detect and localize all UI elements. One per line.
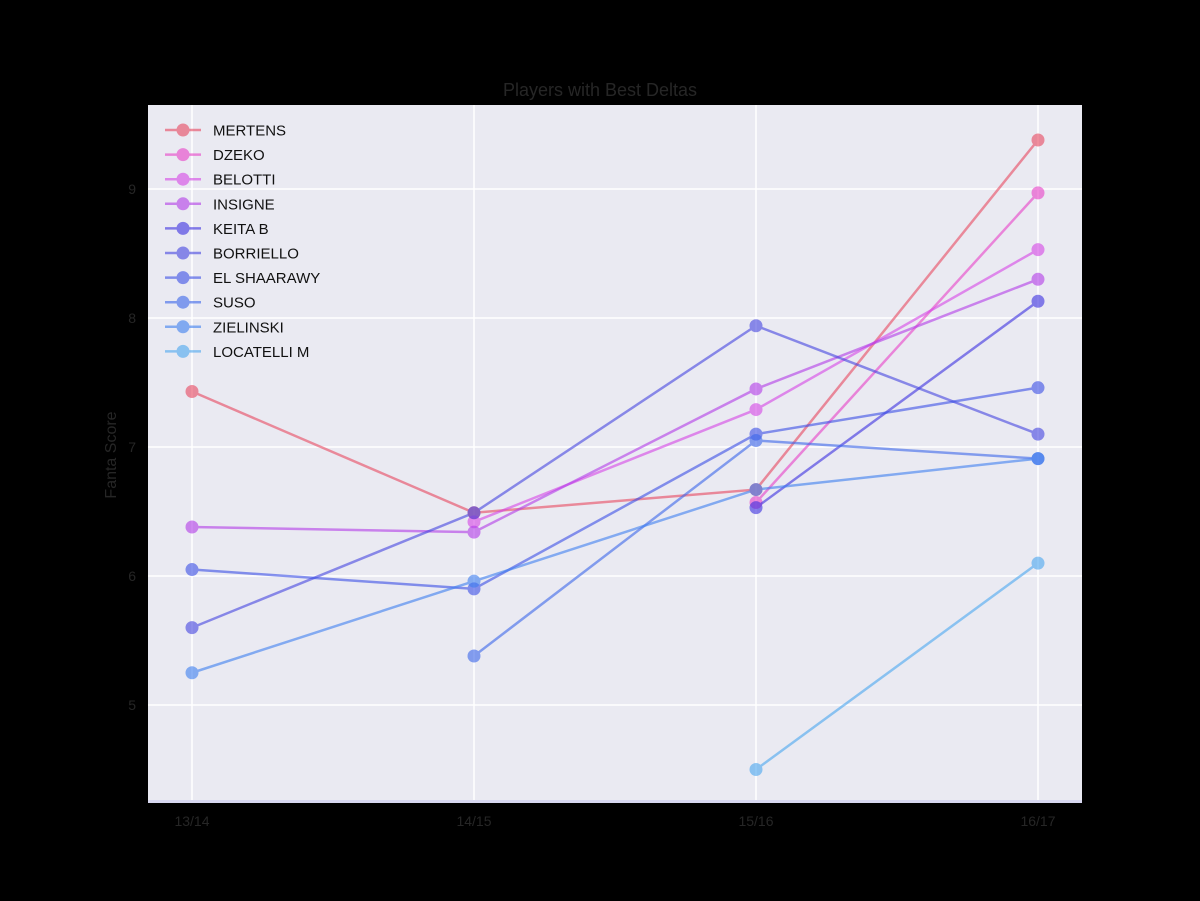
legend-item[interactable]: BELOTTI [165, 172, 276, 189]
legend-item[interactable]: ZIELINSKI [165, 319, 284, 336]
series-keita-b [749, 294, 1045, 515]
series-line [755, 300, 1039, 509]
data-point[interactable] [749, 483, 763, 497]
series-line [191, 139, 1039, 515]
data-series [185, 133, 1045, 776]
legend-item[interactable]: INSIGNE [165, 196, 275, 213]
data-point[interactable] [1031, 452, 1045, 466]
data-point[interactable] [1031, 133, 1045, 147]
legend-label: ZIELINSKI [213, 319, 284, 336]
legend-label: MERTENS [213, 123, 286, 140]
data-point[interactable] [749, 763, 763, 776]
data-point[interactable] [1031, 556, 1045, 570]
y-tick-label: 8 [128, 310, 136, 326]
data-point[interactable] [1031, 186, 1045, 200]
chart-title: Players with Best Deltas [502, 80, 698, 100]
x-tick-label: 13/14 [174, 813, 209, 829]
legend-label: INSIGNE [213, 196, 275, 213]
data-point[interactable] [185, 520, 199, 534]
legend-label: BELOTTI [213, 172, 276, 189]
data-point[interactable] [1031, 272, 1045, 286]
data-point[interactable] [1031, 243, 1045, 257]
data-point[interactable] [1031, 427, 1045, 441]
legend-item[interactable]: BORRIELLO [165, 246, 299, 263]
series-line [191, 386, 1039, 591]
series-zielinski [185, 452, 1045, 680]
data-point[interactable] [749, 501, 763, 515]
plot-bottom-edge [148, 800, 1082, 803]
data-point[interactable] [467, 649, 481, 663]
legend-marker-icon [165, 246, 201, 260]
legend-marker-icon [165, 320, 201, 334]
legend-item[interactable]: LOCATELLI M [165, 344, 309, 361]
legend-item[interactable]: KEITA B [165, 221, 269, 238]
legend-item[interactable]: EL SHAARAWY [165, 270, 320, 287]
legend: MERTENS DZEKO BELOTTI INSIGNE KEITA B BORRIEL… [165, 123, 320, 361]
x-tick-label: 14/15 [456, 813, 491, 829]
legend-item[interactable]: DZEKO [165, 147, 265, 164]
data-point[interactable] [749, 403, 763, 417]
series-line [755, 192, 1039, 504]
data-point[interactable] [185, 385, 199, 399]
y-tick-label: 9 [128, 181, 136, 197]
legend-marker-icon [165, 197, 201, 211]
x-tick-label: 16/17 [1020, 813, 1055, 829]
legend-marker-icon [165, 123, 201, 137]
data-point[interactable] [749, 382, 763, 396]
legend-label: LOCATELLI M [213, 344, 309, 361]
data-point[interactable] [467, 574, 481, 588]
data-point[interactable] [1031, 381, 1045, 395]
data-point[interactable] [185, 563, 199, 577]
plot-background [148, 105, 1082, 802]
legend-marker-icon [165, 148, 201, 162]
series-line [755, 562, 1039, 771]
series-borriello [185, 319, 1045, 635]
data-point[interactable] [185, 666, 199, 680]
legend-label: EL SHAARAWY [213, 270, 320, 287]
series-line [191, 457, 1039, 674]
data-point[interactable] [1031, 294, 1045, 308]
x-tick-label: 15/16 [738, 813, 773, 829]
data-point[interactable] [467, 506, 481, 520]
legend-marker-icon [165, 221, 201, 235]
data-point[interactable] [749, 434, 763, 448]
legend-item[interactable]: SUSO [165, 295, 256, 312]
legend-marker-icon [165, 271, 201, 285]
y-tick-label: 7 [128, 439, 136, 455]
y-axis-ticks: 5 6 7 8 9 [128, 181, 136, 713]
y-tick-label: 5 [128, 697, 136, 713]
data-point[interactable] [185, 621, 199, 635]
data-point[interactable] [749, 319, 763, 333]
legend-label: SUSO [213, 295, 256, 312]
data-point[interactable] [467, 525, 481, 539]
legend-item[interactable]: MERTENS [165, 123, 286, 140]
legend-label: BORRIELLO [213, 246, 299, 263]
x-axis-ticks: 13/14 14/15 15/16 16/17 [174, 813, 1055, 829]
series-dzeko [749, 186, 1045, 509]
y-tick-label: 6 [128, 568, 136, 584]
series-el-shaarawy [185, 381, 1045, 596]
legend-marker-icon [165, 172, 201, 186]
data-point[interactable] [467, 515, 481, 529]
series-line [191, 278, 1039, 534]
series-locatelli-m [749, 556, 1045, 776]
legend-marker-icon [165, 295, 201, 309]
legend-label: DZEKO [213, 147, 265, 164]
series-insigne [185, 272, 1045, 539]
series-line [191, 324, 1039, 629]
legend-marker-icon [165, 344, 201, 358]
legend-label: KEITA B [213, 221, 269, 238]
